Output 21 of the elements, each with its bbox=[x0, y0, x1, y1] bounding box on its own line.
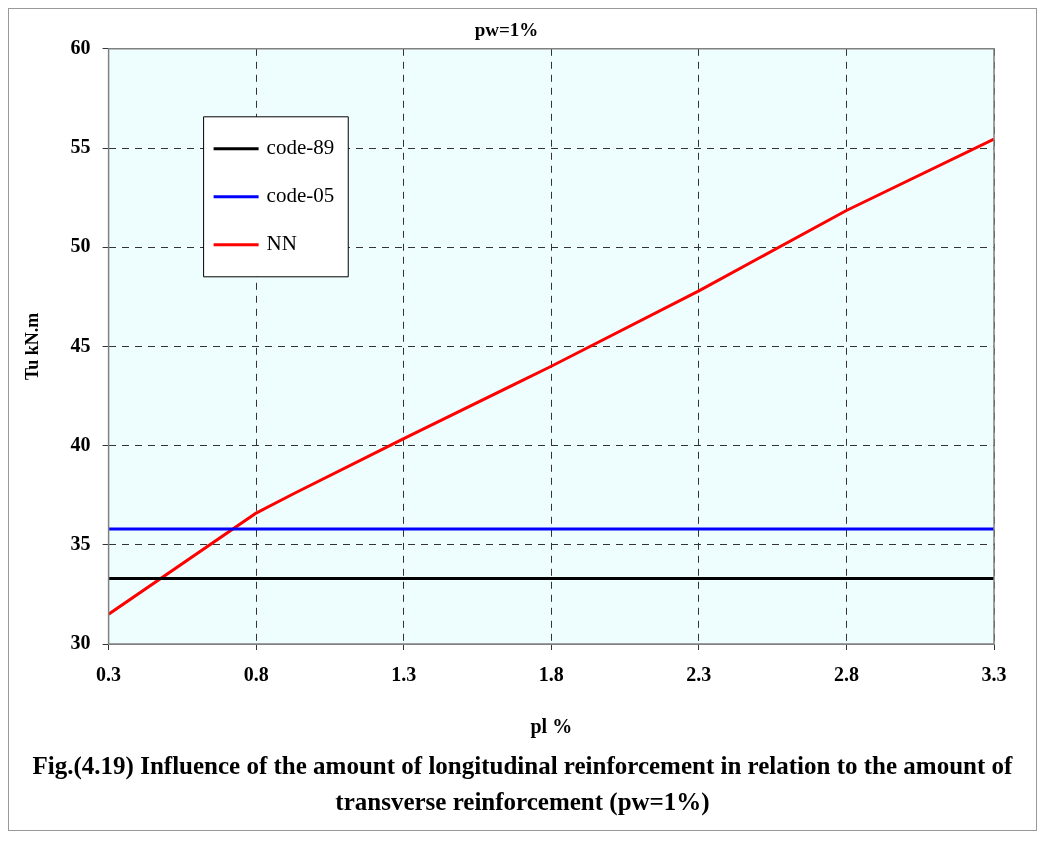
text: Fig.(4.19) Influence of the amount of longitudinal reinforcement in relation to the amount of transverse reinforcement (pw=1%) bbox=[31, 751, 1014, 818]
y-axis-title: Tu kN.m bbox=[22, 312, 43, 381]
x-tick-label: 2.3 bbox=[686, 663, 712, 686]
legend-label: code-89 bbox=[266, 135, 335, 160]
x-tick-label: 0.8 bbox=[243, 663, 269, 686]
y-tick-label: 55 bbox=[70, 135, 91, 158]
chart-title: pw=1% bbox=[474, 19, 539, 41]
y-tick-label: 50 bbox=[70, 234, 91, 257]
x-tick-label: 3.3 bbox=[981, 663, 1007, 686]
legend-label: code-05 bbox=[266, 183, 335, 208]
y-tick-label: 40 bbox=[70, 432, 91, 455]
x-axis-title: pl % bbox=[530, 715, 573, 739]
x-tick-label: 0.3 bbox=[96, 663, 122, 686]
y-tick-label: 35 bbox=[70, 531, 91, 554]
y-tick-label: 60 bbox=[70, 35, 91, 58]
x-tick-label: 1.8 bbox=[538, 663, 564, 686]
x-tick-label: 1.3 bbox=[391, 663, 417, 686]
legend-label: NN bbox=[266, 231, 297, 256]
x-tick-label: 2.8 bbox=[833, 663, 859, 686]
y-tick-label: 45 bbox=[70, 333, 91, 356]
y-tick-label: 30 bbox=[70, 631, 91, 654]
